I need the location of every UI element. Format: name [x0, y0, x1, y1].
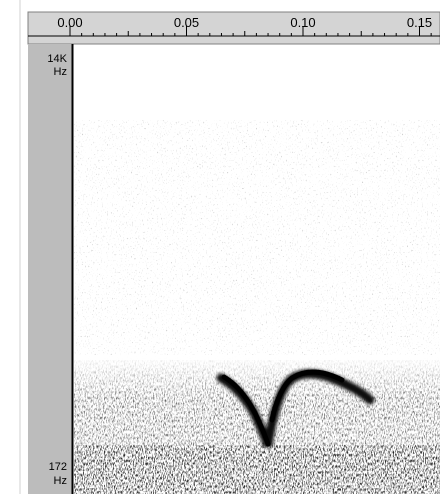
ruler-label: 0.10 [290, 15, 315, 30]
ruler-bg [27, 11, 440, 45]
freq-top-value: 14K [47, 53, 67, 65]
call-core [221, 369, 345, 447]
freq-bottom-unit: Hz [54, 475, 67, 487]
bottom-noise [74, 445, 440, 494]
freq-top-unit: Hz [54, 66, 67, 78]
ruler-label: 0.15 [407, 15, 432, 30]
frequency-panel [28, 44, 72, 494]
spectrogram [74, 45, 440, 494]
ruler-label: 0.05 [174, 15, 199, 30]
freq-bottom-value: 172 [49, 461, 67, 473]
time-ruler: 0.00 0.05 0.10 0.15 [27, 11, 440, 45]
noise-fade [74, 355, 440, 400]
ruler-label: 0.00 [57, 15, 82, 30]
sparse-noise [74, 120, 440, 380]
